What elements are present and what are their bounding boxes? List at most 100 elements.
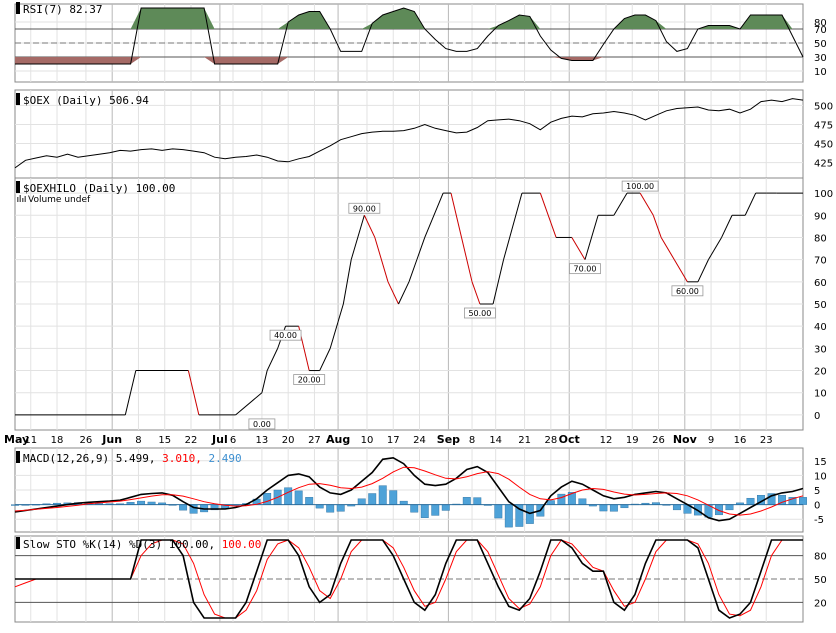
hilo-segment bbox=[266, 348, 279, 371]
price-panel: 425 450 475 500 bbox=[14, 89, 833, 179]
hilo-annotation-label: 0.00 bbox=[253, 420, 271, 429]
macd-title: MACD(12,26,9) 5.499, 3.010, 2.490 bbox=[23, 452, 242, 465]
month-label: Jun bbox=[101, 433, 122, 446]
macd-histogram-bar bbox=[504, 504, 513, 528]
hilo-annotation-label: 90.00 bbox=[353, 204, 376, 213]
month-label: Jul bbox=[211, 433, 228, 446]
sto-d-value: 100.00 bbox=[222, 538, 262, 551]
hilo-annotation-label: 70.00 bbox=[574, 265, 597, 274]
rsi-overbought-fill bbox=[15, 8, 803, 29]
day-label: 28 bbox=[544, 435, 557, 446]
hilo-segment bbox=[235, 392, 263, 416]
macd-histogram-bar bbox=[441, 504, 450, 511]
macd-histogram-bar bbox=[578, 498, 587, 505]
macd-histogram-bar bbox=[399, 500, 408, 505]
hilo-annotation-box bbox=[621, 180, 659, 192]
macd-title-marker bbox=[16, 451, 20, 463]
macd-histogram-bar bbox=[284, 487, 293, 505]
price-y-tick: 425 bbox=[814, 159, 833, 170]
hilo-segment bbox=[613, 192, 628, 216]
day-label: 27 bbox=[308, 435, 321, 446]
day-label: 22 bbox=[185, 435, 198, 446]
rsi-line bbox=[15, 7, 804, 65]
month-label: May bbox=[4, 433, 29, 446]
hilo-segment bbox=[539, 192, 557, 238]
hilo-segment bbox=[398, 281, 410, 305]
hilo-annotation-box bbox=[569, 263, 601, 275]
volume-icon bbox=[17, 195, 26, 202]
stochastic-panel: 20 50 80 bbox=[14, 535, 827, 623]
day-label: 8 bbox=[135, 435, 141, 446]
macd-histogram-bar bbox=[357, 498, 366, 505]
macd-histogram-bar bbox=[368, 493, 377, 505]
hilo-annotation-label: 40.00 bbox=[274, 331, 297, 340]
day-label: 17 bbox=[387, 435, 400, 446]
day-label: 11 bbox=[24, 435, 37, 446]
hilo-segment bbox=[261, 370, 268, 393]
hilo-annotation-box bbox=[269, 329, 302, 341]
macd-histogram-bar bbox=[546, 500, 555, 505]
hilo-title-marker bbox=[16, 181, 20, 193]
hilo-segment bbox=[424, 192, 444, 238]
macd-histogram-bar bbox=[799, 497, 807, 505]
day-label: 24 bbox=[413, 435, 426, 446]
day-label: 12 bbox=[600, 435, 613, 446]
rsi-title: RSI(7) 82.37 bbox=[23, 3, 102, 16]
month-label: Oct bbox=[559, 433, 580, 446]
macd-title-name: MACD(12,26,9) bbox=[23, 452, 109, 465]
day-label: 15 bbox=[158, 435, 171, 446]
price-y-tick: 500 bbox=[814, 101, 833, 112]
hilo-segment bbox=[697, 259, 709, 283]
macd-histogram-bar bbox=[378, 485, 387, 505]
sto-title: Slow STO %K(14) %D(3) 100.00, 100.00 bbox=[23, 538, 261, 551]
hilo-segment bbox=[721, 215, 733, 238]
hilo-segment bbox=[416, 237, 426, 260]
macd-histogram-bar bbox=[179, 504, 188, 511]
hilo-segment bbox=[660, 237, 675, 260]
hilo-segment bbox=[342, 259, 352, 305]
hilo-annotation-label: 60.00 bbox=[676, 287, 699, 296]
sto-k-value: 100.00, bbox=[169, 538, 215, 551]
hilo-segment bbox=[363, 215, 376, 238]
hilo-annotation-box bbox=[464, 307, 496, 319]
hilo-segment bbox=[652, 215, 662, 238]
hilo-y-tick: 40 bbox=[814, 322, 827, 333]
day-label: 6 bbox=[230, 435, 236, 446]
hilo-segment bbox=[471, 281, 481, 305]
price-y-tick: 475 bbox=[814, 120, 833, 131]
macd-histogram-bar bbox=[462, 497, 471, 505]
sto-y-tick: 50 bbox=[814, 575, 827, 586]
macd-histogram-bar bbox=[137, 500, 146, 505]
macd-histogram-bar bbox=[609, 504, 618, 512]
macd-signal-value: 3.010, bbox=[162, 452, 202, 465]
volume-note: Volume undef bbox=[28, 195, 91, 205]
macd-panel: -5 0 5 10 15 bbox=[11, 447, 827, 533]
macd-y-tick: 10 bbox=[814, 471, 827, 482]
hilo-y-tick: 80 bbox=[814, 233, 827, 244]
hilo-y-tick: 30 bbox=[814, 344, 827, 355]
day-label: 16 bbox=[734, 435, 747, 446]
macd-histogram-bar bbox=[599, 504, 608, 512]
macd-histogram-bar bbox=[420, 504, 429, 518]
rsi-oversold-fill bbox=[15, 57, 803, 64]
macd-macd-line bbox=[14, 456, 804, 522]
day-label: 20 bbox=[282, 435, 295, 446]
macd-histogram-bar bbox=[557, 493, 566, 505]
macd-histogram-bar bbox=[315, 504, 324, 509]
hilo-annotation-label: 50.00 bbox=[468, 309, 491, 318]
hilo-segment bbox=[387, 281, 399, 305]
hilo-segment bbox=[350, 215, 365, 260]
macd-hist-value: 2.490 bbox=[208, 452, 241, 465]
month-label: Aug bbox=[326, 433, 350, 446]
sto-pct-k-line bbox=[15, 539, 803, 619]
hilo-y-tick: 60 bbox=[814, 278, 827, 289]
macd-histogram-bar bbox=[305, 497, 314, 505]
hilo-segment bbox=[461, 237, 473, 282]
macd-histogram-bar bbox=[326, 504, 335, 513]
macd-histogram-bar bbox=[263, 493, 272, 505]
hilo-segment bbox=[329, 303, 344, 349]
day-label: 13 bbox=[256, 435, 269, 446]
macd-histogram-bar bbox=[725, 504, 734, 511]
day-label: 9 bbox=[708, 435, 714, 446]
